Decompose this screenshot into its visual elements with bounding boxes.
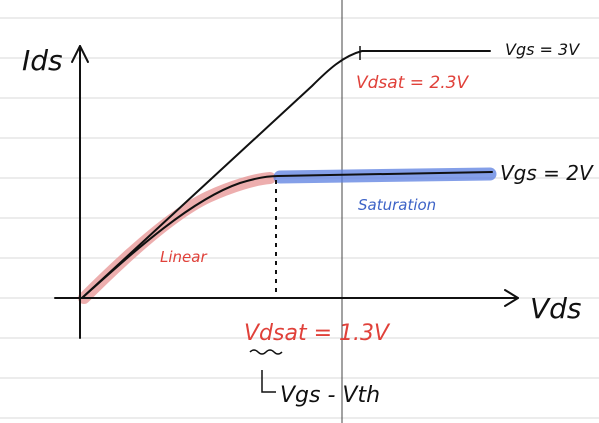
curve-vgs-2v-label: Vgs = 2V bbox=[500, 161, 594, 185]
ruled-lines bbox=[0, 17, 599, 419]
curve-vgs-3v bbox=[81, 50, 491, 299]
vdsat-bottom-label: Vdsat = 1.3V bbox=[244, 321, 391, 346]
saturation-label: Saturation bbox=[358, 196, 436, 214]
vgs-minus-vth-label: Vgs - Vth bbox=[280, 383, 380, 408]
linear-label: Linear bbox=[160, 248, 207, 266]
y-axis-arrowhead bbox=[71, 45, 89, 63]
x-axis-arrowhead bbox=[504, 289, 519, 307]
linear-region-highlight bbox=[78, 172, 276, 304]
vgs-vth-bracket bbox=[261, 370, 276, 393]
vdsat-top-label: Vdsat = 2.3V bbox=[356, 73, 469, 93]
vdsat-underline-squiggle bbox=[249, 349, 283, 355]
curve-vgs-3v-label: Vgs = 3V bbox=[505, 40, 580, 59]
curve-vgs-2v bbox=[81, 171, 493, 299]
saturation-region-highlight bbox=[273, 167, 497, 184]
axes bbox=[54, 45, 519, 339]
y-axis-label: Ids bbox=[22, 44, 63, 77]
x-axis-label: Vds bbox=[530, 292, 582, 325]
